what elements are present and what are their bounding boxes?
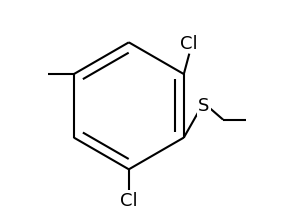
Text: Cl: Cl (120, 192, 138, 210)
Text: Cl: Cl (181, 35, 198, 53)
Text: S: S (198, 97, 210, 115)
